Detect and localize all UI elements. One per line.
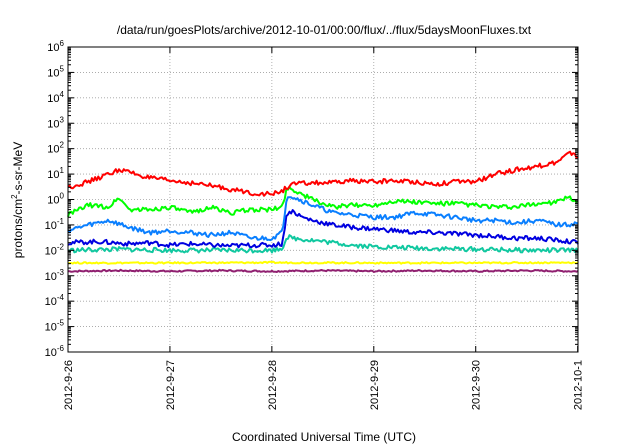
chart-title: /data/run/goesPlots/archive/2012-10-01/0… <box>117 23 532 37</box>
y-axis-label: protons/cm2-s-sr-MeV <box>10 142 25 258</box>
y-axis-label-sup: 2 <box>10 194 19 199</box>
y-tick-label: 10-2 <box>45 242 65 257</box>
series-line <box>67 150 579 197</box>
y-axis-label-main: protons/cm <box>11 199 25 258</box>
series-line <box>67 260 579 265</box>
x-tick-label: 2012-9-26 <box>63 360 75 410</box>
x-tick-label: 2012-9-29 <box>369 360 381 410</box>
y-tick-label: 102 <box>47 141 64 156</box>
x-tick-label: 2012-10-1 <box>573 360 585 410</box>
x-axis-ticks: 2012-9-26 2012-9-27 2012-9-28 2012-9-29 2012… <box>63 47 585 410</box>
y-tick-label: 10-5 <box>45 319 65 334</box>
x-axis-label: Coordinated Universal Time (UTC) <box>232 430 416 444</box>
grid-lines <box>68 47 578 352</box>
y-tick-label: 10-6 <box>45 344 65 359</box>
y-axis-label-rest: -s-sr-MeV <box>11 142 25 195</box>
y-axis-ticks: 10-6 10-5 10-4 10-3 10-2 10-1 100 101 102 103 104 1… <box>45 39 578 359</box>
series-line <box>67 186 579 218</box>
x-tick-label: 2012-9-28 <box>267 360 279 410</box>
y-tick-label: 100 <box>47 192 64 207</box>
y-tick-label: 101 <box>47 166 64 181</box>
y-tick-label: 10-4 <box>45 293 65 308</box>
series-line <box>67 234 579 254</box>
y-tick-label: 10-1 <box>45 217 65 232</box>
series-line <box>67 209 579 249</box>
series-line <box>67 196 579 242</box>
y-tick-label: 106 <box>47 39 64 54</box>
y-tick-label: 10-3 <box>45 268 65 283</box>
y-tick-label: 104 <box>47 90 64 105</box>
series-line <box>67 268 579 273</box>
x-tick-label: 2012-9-27 <box>165 360 177 410</box>
x-tick-label: 2012-9-30 <box>471 360 483 410</box>
y-tick-label: 105 <box>47 64 64 79</box>
series-group <box>67 150 579 273</box>
y-tick-label: 103 <box>47 115 64 130</box>
